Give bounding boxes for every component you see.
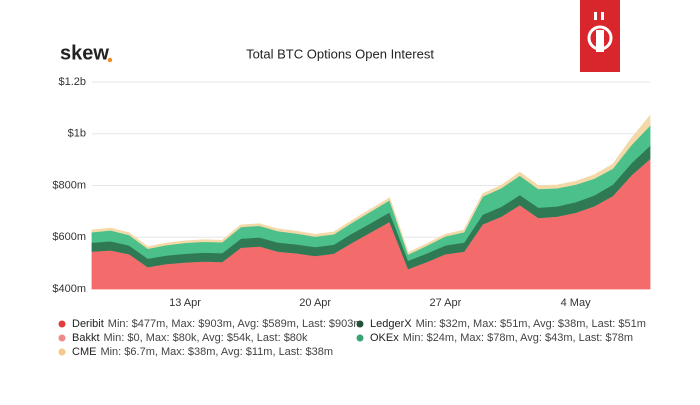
y-tick-label: $400m [52,283,86,295]
brand-badge [580,0,620,72]
legend-label: Bakkt [72,332,100,344]
legend-marker [58,348,66,356]
x-tick-label: 4 May [561,297,591,309]
legend-summary: Min: $24m, Max: $78m, Avg: $43m, Last: $… [403,332,633,344]
y-tick-label: $1b [68,128,86,140]
legend-label: Deribit [72,318,104,330]
x-tick-label: 13 Apr [169,297,201,309]
legend-label: OKEx [370,332,399,344]
legend-summary: Min: $32m, Max: $51m, Avg: $38m, Last: $… [416,318,646,330]
legend-label: LedgerX [370,318,412,330]
legend-marker [58,320,66,328]
area [91,114,651,255]
x-tick-label: 27 Apr [429,297,461,309]
legend-summary: Min: $477m, Max: $903m, Avg: $589m, Last… [108,318,363,330]
y-tick-label: $1.2b [58,76,86,88]
legend-marker [58,334,66,342]
x-tick-label: 20 Apr [299,297,331,309]
legend-summary: Min: $0, Max: $80k, Avg: $54k, Last: $80… [104,332,309,344]
y-tick-label: $600m [52,231,86,243]
legend-marker [356,320,364,328]
logo-dot [107,57,113,63]
logo: skew [60,42,109,64]
y-tick-label: $800m [52,179,86,191]
legend-marker [356,334,364,342]
legend-label: CME [72,346,96,358]
chart-title: Total BTC Options Open Interest [246,46,434,61]
legend-summary: Min: $6.7m, Max: $38m, Avg: $11m, Last: … [100,346,333,358]
